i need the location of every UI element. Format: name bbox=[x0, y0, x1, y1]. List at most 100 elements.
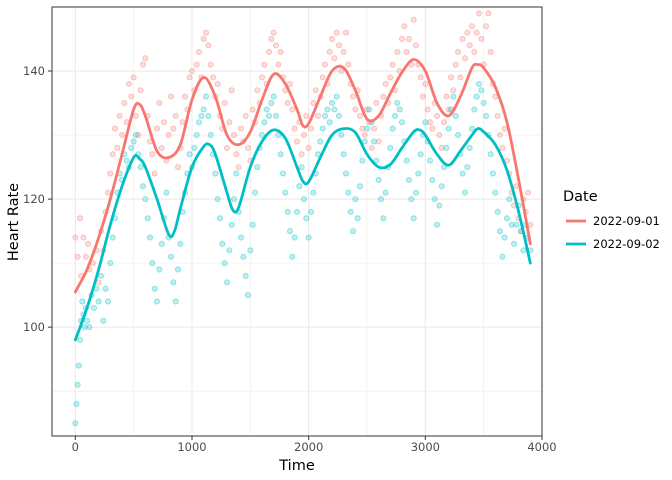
data-point-series-1 bbox=[326, 48, 333, 55]
data-point-series-1 bbox=[228, 87, 235, 94]
data-point-series-1 bbox=[410, 16, 417, 23]
data-point-series-2 bbox=[74, 381, 81, 388]
data-point-series-2 bbox=[291, 234, 298, 241]
data-point-series-2 bbox=[317, 138, 324, 145]
data-point-series-2 bbox=[102, 285, 109, 292]
data-point-series-1 bbox=[433, 112, 440, 119]
data-point-series-1 bbox=[261, 61, 268, 68]
data-point-series-2 bbox=[146, 234, 153, 241]
data-point-series-2 bbox=[282, 189, 289, 196]
data-point-series-1 bbox=[352, 106, 359, 113]
x-tick-label: 1000 bbox=[177, 440, 206, 454]
data-point-series-1 bbox=[419, 93, 426, 100]
data-point-series-2 bbox=[503, 215, 510, 222]
data-point-series-2 bbox=[198, 112, 205, 119]
data-point-series-1 bbox=[85, 240, 92, 247]
data-point-series-1 bbox=[331, 55, 338, 62]
data-point-series-2 bbox=[438, 183, 445, 190]
data-point-series-1 bbox=[249, 106, 256, 113]
legend: Date 2022-09-01 2022-09-02 bbox=[563, 189, 660, 251]
data-point-series-2 bbox=[84, 317, 91, 324]
data-point-series-2 bbox=[431, 196, 438, 203]
data-point-series-2 bbox=[202, 93, 209, 100]
data-point-series-2 bbox=[153, 298, 160, 305]
data-point-series-1 bbox=[305, 144, 312, 151]
data-point-series-1 bbox=[426, 119, 433, 126]
data-point-series-2 bbox=[151, 285, 158, 292]
data-point-series-2 bbox=[335, 112, 342, 119]
data-point-series-1 bbox=[112, 125, 119, 132]
data-point-series-2 bbox=[326, 119, 333, 126]
data-point-series-1 bbox=[265, 48, 272, 55]
data-point-series-1 bbox=[188, 68, 195, 75]
data-point-series-1 bbox=[380, 93, 387, 100]
data-point-series-1 bbox=[422, 80, 429, 87]
data-point-series-1 bbox=[214, 80, 221, 87]
data-point-series-2 bbox=[149, 260, 156, 267]
data-point-series-1 bbox=[314, 112, 321, 119]
data-point-series-1 bbox=[398, 36, 405, 43]
data-point-series-2 bbox=[473, 93, 480, 100]
data-point-series-2 bbox=[387, 144, 394, 151]
data-point-series-2 bbox=[338, 132, 345, 139]
data-point-series-1 bbox=[200, 36, 207, 43]
data-point-series-2 bbox=[445, 125, 452, 132]
data-point-series-1 bbox=[237, 125, 244, 132]
data-point-series-2 bbox=[382, 189, 389, 196]
data-point-series-1 bbox=[405, 36, 412, 43]
data-point-series-2 bbox=[300, 196, 307, 203]
data-point-series-1 bbox=[242, 112, 249, 119]
data-point-series-2 bbox=[163, 189, 170, 196]
data-point-series-2 bbox=[436, 202, 443, 209]
data-point-series-1 bbox=[310, 100, 317, 107]
data-point-series-1 bbox=[466, 42, 473, 49]
data-point-series-2 bbox=[72, 420, 79, 427]
data-point-series-1 bbox=[473, 29, 480, 36]
data-point-series-2 bbox=[233, 170, 240, 177]
data-point-series-2 bbox=[426, 157, 433, 164]
data-point-series-1 bbox=[417, 74, 424, 81]
data-point-series-2 bbox=[380, 215, 387, 222]
data-point-series-2 bbox=[214, 196, 221, 203]
data-point-series-1 bbox=[457, 74, 464, 81]
data-point-series-1 bbox=[328, 36, 335, 43]
data-point-series-1 bbox=[233, 151, 240, 158]
data-point-series-1 bbox=[319, 74, 326, 81]
data-point-series-2 bbox=[305, 234, 312, 241]
data-point-series-1 bbox=[244, 144, 251, 151]
data-point-series-1 bbox=[291, 125, 298, 132]
data-point-series-2 bbox=[366, 106, 373, 113]
data-point-series-1 bbox=[482, 23, 489, 30]
data-point-series-1 bbox=[424, 106, 431, 113]
data-point-series-2 bbox=[263, 106, 270, 113]
data-point-series-1 bbox=[356, 112, 363, 119]
data-point-series-2 bbox=[373, 157, 380, 164]
data-point-series-2 bbox=[144, 215, 151, 222]
data-point-series-2 bbox=[219, 240, 226, 247]
data-point-series-2 bbox=[240, 253, 247, 260]
data-point-series-1 bbox=[359, 125, 366, 132]
data-point-series-2 bbox=[261, 119, 268, 126]
data-point-series-1 bbox=[345, 61, 352, 68]
data-point-series-1 bbox=[149, 151, 156, 158]
data-point-series-1 bbox=[487, 48, 494, 55]
data-point-series-2 bbox=[340, 151, 347, 158]
data-point-series-2 bbox=[328, 100, 335, 107]
data-point-series-2 bbox=[265, 112, 272, 119]
data-point-series-1 bbox=[72, 234, 79, 241]
data-point-series-2 bbox=[422, 119, 429, 126]
data-point-series-2 bbox=[375, 176, 382, 183]
data-point-series-2 bbox=[221, 260, 228, 267]
legend-title: Date bbox=[563, 189, 598, 205]
data-point-series-2 bbox=[454, 132, 461, 139]
data-point-series-2 bbox=[289, 253, 296, 260]
data-point-series-1 bbox=[450, 87, 457, 94]
y-axis-title: Heart Rate bbox=[6, 183, 22, 261]
data-point-series-2 bbox=[86, 324, 93, 331]
data-point-series-2 bbox=[347, 208, 354, 215]
data-point-series-2 bbox=[270, 93, 277, 100]
data-point-series-2 bbox=[429, 176, 436, 183]
data-point-series-2 bbox=[359, 157, 366, 164]
data-point-series-1 bbox=[126, 80, 133, 87]
data-point-series-2 bbox=[230, 196, 237, 203]
